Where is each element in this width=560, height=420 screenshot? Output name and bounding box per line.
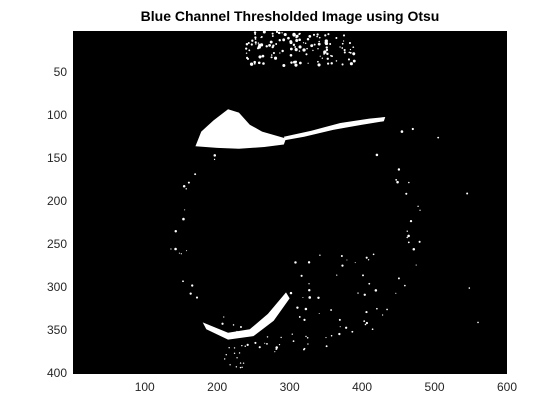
y-tick-label: 50 (53, 65, 67, 80)
x-tick-label: 200 (207, 380, 228, 394)
y-tick-label: 200 (46, 194, 67, 209)
y-tick-label: 350 (46, 323, 67, 338)
x-tick-label: 100 (134, 380, 155, 394)
x-tick-label: 600 (496, 380, 518, 394)
thresholded-image (73, 31, 507, 374)
thresholded-image-axes (73, 31, 507, 374)
y-tick-label: 400 (46, 366, 67, 380)
x-tick-label: 300 (279, 380, 300, 394)
x-tick-label: 400 (352, 380, 373, 394)
figure-title: Blue Channel Thresholded Image using Ots… (140, 8, 440, 24)
y-tick-label: 150 (46, 151, 67, 166)
y-tick-label: 250 (46, 237, 67, 252)
x-tick-label: 500 (424, 380, 445, 394)
y-tick-label: 300 (46, 280, 67, 295)
y-tick-label: 100 (46, 108, 67, 123)
